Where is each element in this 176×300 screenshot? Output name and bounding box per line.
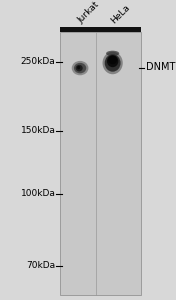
Ellipse shape (76, 65, 83, 71)
Ellipse shape (77, 66, 80, 69)
Text: 100kDa: 100kDa (21, 189, 55, 198)
Text: 250kDa: 250kDa (21, 57, 55, 66)
Ellipse shape (72, 61, 88, 75)
Bar (60, 27, 141, 32)
Ellipse shape (105, 54, 121, 72)
Bar (60, 32, 141, 295)
Ellipse shape (74, 63, 86, 73)
Ellipse shape (107, 55, 118, 67)
Ellipse shape (102, 52, 123, 74)
Text: Jurkat: Jurkat (77, 1, 102, 26)
Text: 70kDa: 70kDa (26, 261, 55, 270)
Ellipse shape (108, 56, 117, 64)
Text: 150kDa: 150kDa (21, 126, 55, 135)
Ellipse shape (106, 51, 119, 56)
Text: HeLa: HeLa (109, 3, 132, 26)
Text: DNMT1: DNMT1 (146, 62, 176, 73)
